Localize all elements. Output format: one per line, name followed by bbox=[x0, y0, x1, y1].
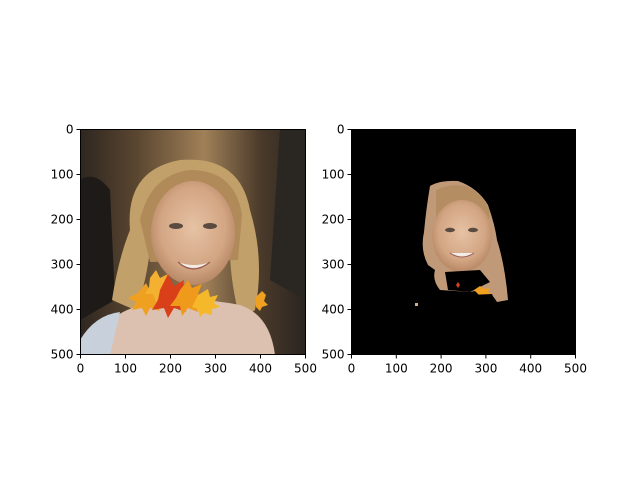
left-ytick-label: 400 bbox=[51, 303, 74, 317]
left-xtick-label: 300 bbox=[204, 362, 227, 376]
left-xtick-label: 200 bbox=[159, 362, 182, 376]
right-ytick-label: 300 bbox=[322, 258, 345, 272]
left-ytick-label: 200 bbox=[51, 213, 74, 227]
autumn-leaves bbox=[128, 270, 268, 318]
masked-photo-right bbox=[351, 129, 576, 355]
left-ytick-label: 500 bbox=[51, 348, 74, 362]
right-xtick-label: 100 bbox=[385, 362, 408, 376]
right-ytick-label: 500 bbox=[322, 348, 345, 362]
left-xtick-label: 400 bbox=[249, 362, 272, 376]
left-xtick-label: 0 bbox=[77, 362, 85, 376]
right-ytick-label: 0 bbox=[337, 123, 345, 137]
left-xtick-label: 500 bbox=[294, 362, 317, 376]
left-xtick-label: 100 bbox=[114, 362, 137, 376]
right-ytick-label: 200 bbox=[322, 213, 345, 227]
right-xtick-label: 300 bbox=[474, 362, 497, 376]
right-ytick-label: 400 bbox=[322, 303, 345, 317]
axes-frame-right bbox=[351, 129, 576, 355]
right-xtick-label: 500 bbox=[564, 362, 587, 376]
right-xtick-label: 0 bbox=[348, 362, 356, 376]
right-ytick-label: 100 bbox=[322, 168, 345, 182]
photo-left bbox=[80, 129, 306, 355]
left-ytick-label: 100 bbox=[51, 168, 74, 182]
right-xtick-label: 400 bbox=[519, 362, 542, 376]
left-ytick-label: 300 bbox=[51, 258, 74, 272]
axes-frame-left bbox=[80, 129, 306, 355]
left-ytick-label: 0 bbox=[66, 123, 74, 137]
right-xtick-label: 200 bbox=[430, 362, 453, 376]
